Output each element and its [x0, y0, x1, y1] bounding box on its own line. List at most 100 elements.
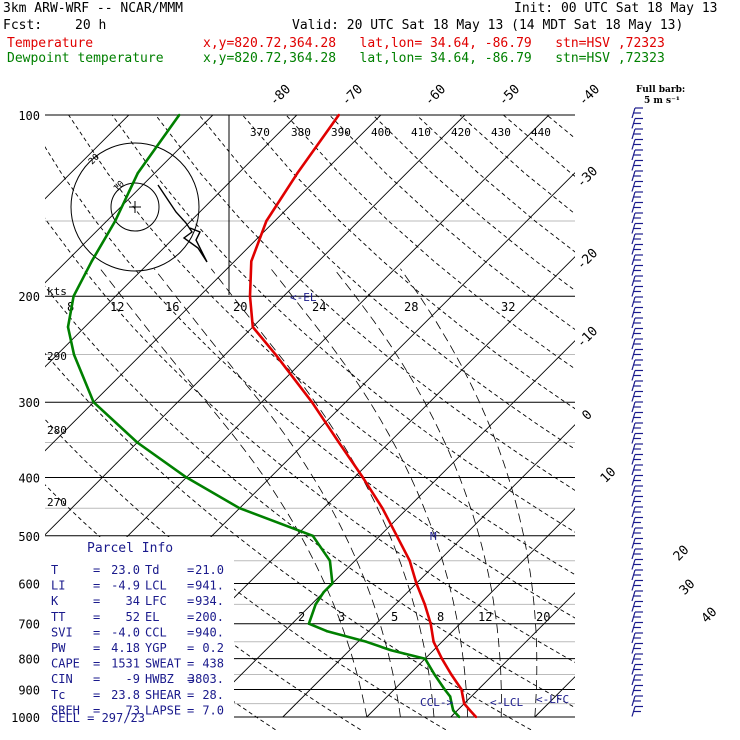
- isotherm-line: [619, 115, 740, 717]
- parcel-info-eq: =: [93, 657, 100, 671]
- forecast-hours: 20 h: [75, 18, 107, 33]
- dewpoint-location-info: x,y=820.72,364.28 lat,lon= 34.64, -86.79…: [203, 51, 665, 66]
- dry-adiabat-line: [45, 285, 575, 709]
- dewpoint-point: [433, 673, 436, 676]
- temperature-legend-label: Temperature: [7, 36, 94, 51]
- hodograph-ring-20: [70, 142, 200, 272]
- temperature-tick-label: 0: [579, 407, 595, 423]
- isotherm-line: [45, 115, 466, 536]
- pressure-label: 800: [18, 653, 40, 667]
- temperature-tick-label: -20: [574, 246, 601, 273]
- pressure-label: 600: [18, 577, 40, 591]
- temperature-point: [250, 260, 253, 263]
- parcel-info-v1: 73: [126, 703, 140, 717]
- temperature-point: [460, 688, 463, 691]
- temperature-tick-label: -60: [422, 82, 449, 109]
- temperature-point: [337, 113, 340, 117]
- temperature-point: [381, 507, 384, 510]
- parcel-info-l1: Tc: [51, 688, 65, 702]
- hodograph-ring-label-10: 10: [112, 179, 127, 194]
- isotherm-line: [282, 424, 575, 718]
- dry-adiabat-line: [372, 115, 575, 292]
- temperature-point: [429, 622, 432, 625]
- temperature-tick-label: 40: [699, 605, 721, 627]
- theta-label: 440: [531, 126, 551, 139]
- temperature-point: [395, 534, 399, 537]
- dewpoint-point: [72, 353, 76, 356]
- parcel-info-panel: Parcel Info T = 23.0 Td = 21.0LI = -4.9 LCL = 941.…: [45, 537, 234, 730]
- dry-adiabat-line: [416, 115, 575, 253]
- parcel-info-rows: T = 23.0 Td = 21.0LI = -4.9 LCL = 941.K = 34 LFC = 934.…: [51, 563, 224, 717]
- lfc-marker: <-LFC: [536, 693, 569, 706]
- parcel-info-eq: =: [187, 672, 194, 686]
- dewpoint-point: [443, 688, 446, 691]
- temperature-point: [463, 702, 466, 705]
- temperature-tick-label: -10: [574, 324, 601, 351]
- dewpoint-point: [136, 441, 139, 444]
- dewpoint-point: [450, 702, 453, 705]
- theta-label: 410: [411, 126, 431, 139]
- isotherm-line: [198, 340, 575, 718]
- dewpoint-point: [423, 657, 427, 660]
- theta-labels-left: 290 280 270: [47, 350, 67, 509]
- parcel-info-v1: -9: [126, 672, 140, 686]
- parcel-info-l2: SHEAR: [145, 688, 182, 702]
- moist-adiabat-lines: [99, 268, 538, 718]
- mixing-ratio-label: 2: [298, 610, 305, 624]
- dewpoint-point: [365, 640, 368, 643]
- temperature-tick-label: -50: [496, 82, 523, 109]
- parcel-info-l1: PW: [51, 641, 66, 655]
- dry-adiabat-line: [68, 115, 575, 576]
- parcel-info-l1: TT: [51, 610, 65, 624]
- pressure-label: 900: [18, 683, 40, 697]
- parcel-info-v1: 23.0: [111, 563, 140, 577]
- parcel-info-l2: EL: [145, 610, 159, 624]
- parcel-info-l1: K: [51, 594, 59, 608]
- temperature-point: [337, 441, 341, 444]
- isotherm-line: [45, 115, 382, 452]
- theta-label: 390: [331, 126, 351, 139]
- isotherm-line: [366, 508, 575, 718]
- parcel-info-l1: CAPE: [51, 657, 80, 671]
- mixing-ratio-labels-bottom: 2 3 5 8 12 20: [298, 610, 550, 624]
- temperature-tick-label: -40: [576, 82, 603, 109]
- pressure-label: 200: [18, 290, 40, 304]
- temperature-profile-line: [248, 114, 477, 718]
- parcel-info-l2: SWEAT: [145, 657, 181, 671]
- parcel-info-v2: 3803.: [188, 672, 224, 686]
- parcel-info-l2: Td: [145, 563, 159, 577]
- parcel-info-eq: =: [93, 672, 100, 686]
- parcel-info-v1: 34: [126, 594, 140, 608]
- parcel-info-v2: 934.: [195, 594, 224, 608]
- theta-labels-top: 370 380 390 400 410 420 430 440: [250, 126, 551, 139]
- parcel-info-eq: =: [93, 563, 100, 577]
- mixing-ratio-label: 8: [437, 610, 444, 624]
- parcel-info-title: Parcel Info: [87, 541, 173, 556]
- temperature-point: [440, 657, 444, 660]
- dry-adiabat-line: [45, 484, 361, 730]
- parcel-info-v1: 23.8: [111, 688, 140, 702]
- parcel-info-l2: HWBZ: [145, 672, 174, 686]
- wind-barbs: [631, 107, 643, 717]
- dry-adiabat-line: [198, 115, 575, 450]
- mixing-ratio-label: 20: [233, 300, 247, 314]
- dewpoint-point: [66, 325, 70, 329]
- parcel-info-v1: 4.18: [111, 641, 140, 655]
- valid-time: Valid: 20 UTC Sat 18 May 13 (14 MDT Sat …: [292, 18, 684, 33]
- temperature-point: [474, 715, 478, 719]
- dewpoint-point: [178, 113, 181, 117]
- parcel-info-v2: 940.: [195, 625, 224, 639]
- dry-adiabat-line: [503, 115, 575, 177]
- temperature-point: [310, 401, 314, 404]
- dry-adiabat-line: [242, 115, 575, 410]
- parcel-info-v2: 21.0: [195, 563, 224, 577]
- dewpoint-point: [314, 603, 317, 606]
- theta-label: 370: [250, 126, 270, 139]
- parcel-info-background: [45, 537, 234, 730]
- dewpoint-legend-label: Dewpoint temperature: [7, 51, 164, 66]
- init-time: Init: 00 UTC Sat 18 May 13: [514, 1, 718, 16]
- ccl-marker: CCL->: [420, 696, 453, 709]
- dewpoint-point: [311, 534, 315, 537]
- temperature-point: [450, 673, 453, 676]
- mixing-ratio-label: 24: [312, 300, 326, 314]
